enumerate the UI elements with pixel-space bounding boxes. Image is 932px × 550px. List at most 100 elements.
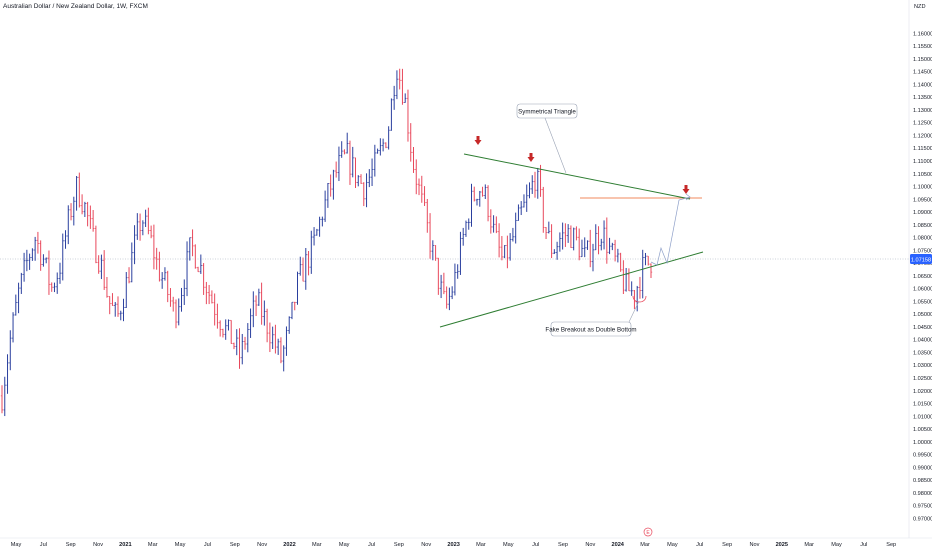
y-tick-label: 1.15000 [913,57,932,63]
y-tick-label: 0.97000 [913,516,932,522]
callout-triangle[interactable] [516,103,578,119]
price-bar [415,159,418,195]
price-bar [326,182,330,208]
upper-trendline[interactable] [463,153,691,200]
price-bar [47,250,51,295]
x-tick-label: Nov [749,542,759,548]
price-bar [147,207,150,235]
price-bar [133,225,136,265]
x-tick-label: May [667,542,678,548]
price-bar [307,250,310,276]
y-tick-label: 1.01500 [913,402,932,408]
price-bar [591,243,595,272]
price-bar [539,164,542,197]
arrow-down-icon-3 [682,185,690,194]
price-bar [497,223,501,258]
price-bar [53,282,56,293]
price-bar [235,329,238,356]
price-bar [141,220,145,236]
price-bar [594,224,597,251]
price-bar [3,376,6,417]
price-bar [511,227,515,242]
price-bar [348,140,352,185]
price-bar [6,354,9,394]
price-bar [20,272,23,294]
y-tick-label: 0.97500 [913,504,932,510]
price-bar [384,142,388,149]
x-tick-label: 2021 [119,542,131,548]
x-tick-label: Sep [722,542,732,548]
price-bar [473,186,476,202]
y-tick-label: 1.01000 [913,414,932,420]
price-bar [577,228,581,261]
price-bar [406,89,410,142]
x-tick-label: Jul [696,542,703,548]
callout-breakout[interactable] [550,321,632,337]
price-bar [246,323,249,353]
y-tick-label: 1.03500 [913,350,932,356]
x-tick-label: Mar [312,542,322,548]
price-bar [274,324,277,354]
price-bar [470,183,473,227]
price-bar [514,212,517,244]
y-tick-label: 0.98500 [913,478,932,484]
y-tick-label: 1.06000 [913,287,932,293]
x-tick-label: Mar [148,542,158,548]
y-tick-label: 1.02000 [913,389,932,395]
price-bar [439,274,443,299]
price-bar [550,224,553,259]
price-bar [437,257,440,295]
price-bar [39,240,42,271]
price-bar [381,138,385,152]
price-bar [522,194,526,208]
price-bar [627,268,631,292]
arrow-down-icon-1 [474,136,482,145]
price-bar [423,186,426,206]
current-price-label: 1.07158 [911,257,931,263]
lower-trendline[interactable] [439,251,704,328]
price-bar [558,232,562,252]
y-tick-label: 1.09500 [913,197,932,203]
earnings-badge-icon[interactable] [643,527,653,537]
price-bar [293,301,296,311]
price-bar [116,296,120,317]
price-bar [392,85,396,110]
price-bar [409,123,412,162]
arrow-down-icon-2 [527,153,535,162]
price-bar [566,224,570,243]
price-axis-ticks: 1.16000 1.15500 1.15000 1.14500 1.14000 1.135… [913,31,932,522]
price-bar [531,175,534,194]
price-bar [453,263,457,296]
price-bar [517,204,520,221]
x-tick-label: May [11,542,22,548]
projection-path[interactable] [650,196,691,266]
x-tick-label: Sep [66,542,76,548]
y-tick-label: 1.06500 [913,274,932,280]
price-bar [260,282,263,325]
price-bar [533,171,537,198]
y-tick-label: 1.05500 [913,299,932,305]
price-bar [86,201,89,227]
y-tick-label: 1.13500 [913,95,932,101]
price-bar [78,172,81,208]
price-bar [365,173,368,208]
price-bar [130,242,133,283]
price-bar [561,222,564,250]
price-bar [564,223,567,247]
price-bar [94,225,98,264]
y-tick-label: 1.10000 [913,185,932,191]
price-bar [481,186,484,197]
y-tick-label: 1.03000 [913,363,932,369]
y-tick-label: 1.15500 [913,44,932,50]
price-bar [340,141,343,158]
price-bar [213,293,216,326]
x-tick-label: May [503,542,514,548]
price-bar [254,295,258,317]
price-bar [136,213,139,240]
x-tick-label: Nov [257,542,267,548]
price-bar [583,237,586,258]
price-bar [622,260,625,294]
y-tick-label: 1.05000 [913,312,932,318]
price-bar [97,255,100,274]
